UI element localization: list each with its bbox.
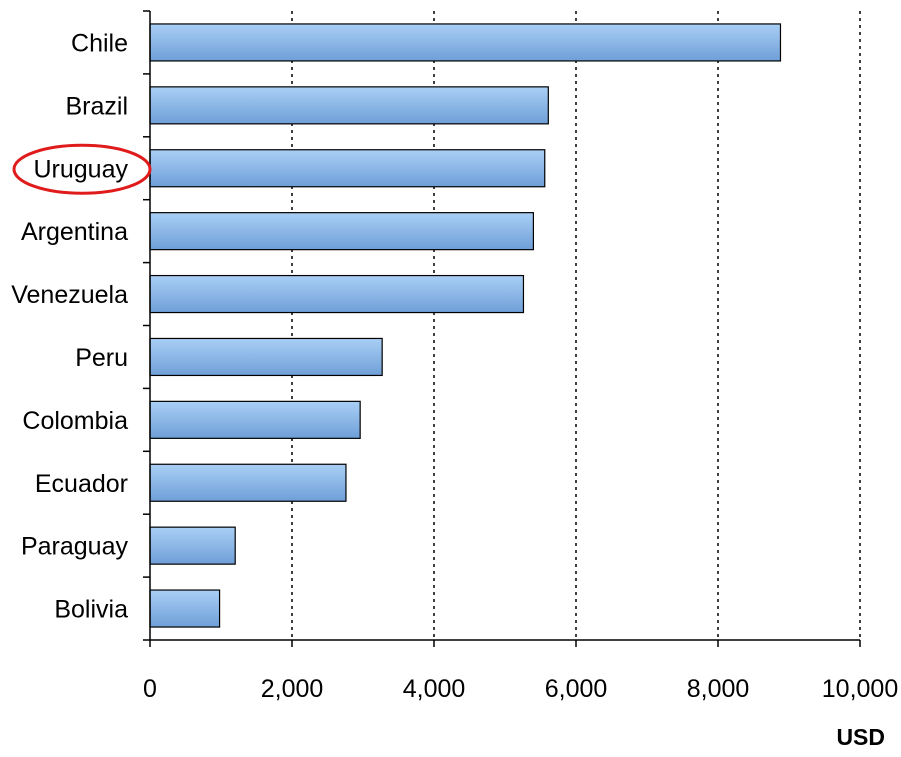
category-label: Venezuela — [11, 281, 128, 309]
x-tick-label: 0 — [143, 675, 157, 703]
category-label: Argentina — [21, 218, 128, 246]
bar — [149, 23, 782, 62]
labels: Chile Brazil Uruguay Argentina Venezuela Peru… — [11, 29, 898, 703]
bar — [149, 212, 534, 251]
bar — [149, 274, 525, 314]
category-label: Brazil — [65, 92, 128, 120]
x-tick-label: 4,000 — [403, 675, 466, 703]
x-tick-label: 10,000 — [822, 675, 898, 703]
category-label: Peru — [75, 344, 128, 372]
x-tick-label: 6,000 — [545, 675, 608, 703]
bar — [149, 589, 221, 628]
bar — [149, 86, 549, 125]
category-label: Ecuador — [35, 470, 128, 498]
highlight-ring — [12, 143, 152, 195]
x-tick-label: 8,000 — [687, 675, 750, 703]
bar — [149, 526, 236, 565]
category-label: Paraguay — [21, 533, 129, 561]
bar — [149, 337, 383, 377]
category-label: Bolivia — [54, 596, 128, 624]
category-label: Colombia — [22, 407, 128, 435]
bar — [149, 400, 361, 439]
axes — [143, 10, 861, 647]
category-label: Uruguay — [34, 155, 129, 183]
category-label: Chile — [71, 29, 128, 57]
bar — [149, 149, 546, 188]
bars — [149, 23, 782, 628]
x-tick-label: 2,000 — [261, 675, 324, 703]
x-axis-title: USD — [836, 724, 885, 750]
bar — [149, 463, 347, 502]
